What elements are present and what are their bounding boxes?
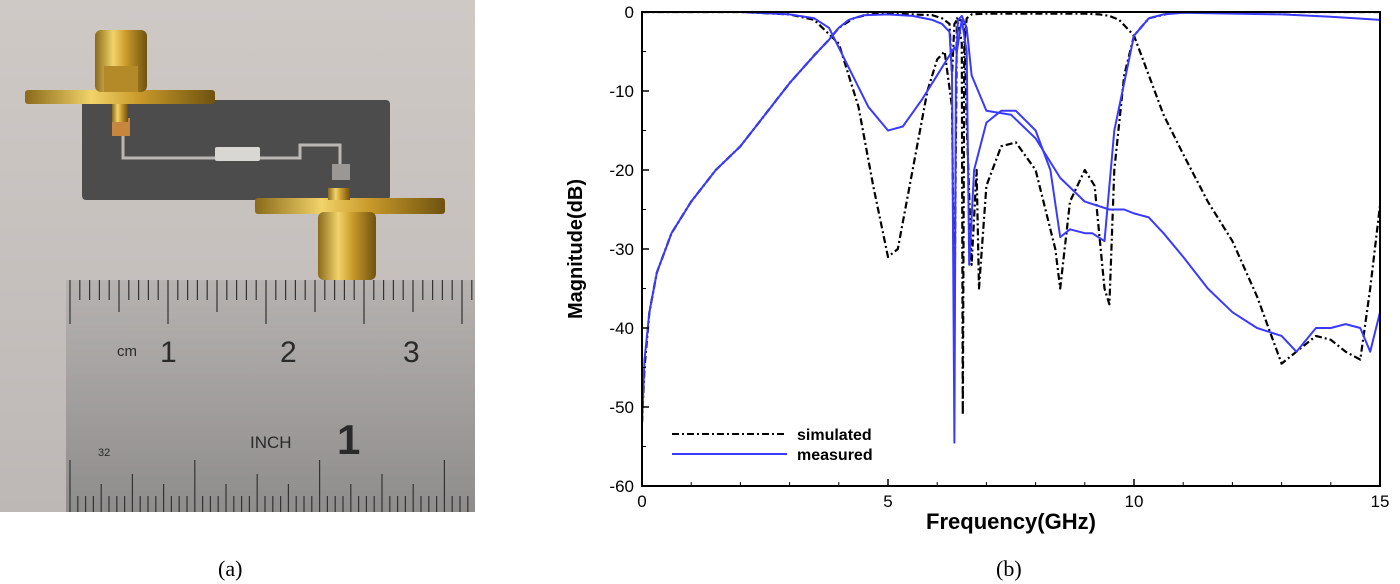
ruler-cm-3: 3 — [403, 336, 420, 369]
y-tick-label: -20 — [609, 161, 634, 180]
x-axis-label: Frequency(GHz) — [926, 509, 1096, 534]
y-tick-label: 0 — [625, 3, 634, 22]
measured-s21-line — [642, 13, 1380, 444]
x-tick-label: 0 — [637, 492, 646, 511]
caption-a: (a) — [218, 556, 243, 581]
pcb-substrate — [82, 100, 390, 200]
legend-label-simulated: simulated — [797, 427, 872, 444]
legend-label-measured: measured — [797, 447, 873, 464]
y-tick-label: -30 — [609, 240, 634, 259]
device-photo: cm 1 2 3 INCH 1 32 — [0, 0, 475, 512]
chart-svg: 0 5 10 15 0 -10 -20 -30 -40 -50 -60 Frequency(GHz)… — [565, 3, 1390, 534]
ruler-inch-1: 1 — [337, 416, 360, 463]
ruler-unit-cm: cm — [117, 343, 137, 360]
y-tick-label: -50 — [609, 398, 634, 417]
measured-s11-line — [642, 12, 1380, 266]
sma-connector-top — [25, 30, 215, 122]
caption-b: (b) — [996, 556, 1022, 581]
y-tick-label: -10 — [609, 82, 634, 101]
y-tick-label: -40 — [609, 319, 634, 338]
ruler-cm-1: 1 — [160, 336, 177, 369]
plot-frame — [641, 11, 1381, 487]
device-photo-illustration: cm 1 2 3 INCH 1 32 — [0, 0, 475, 512]
ruler-cm-2: 2 — [280, 336, 297, 369]
legend: simulated measured — [672, 427, 873, 464]
ruler-unit-inch: INCH — [250, 433, 292, 452]
y-tick-label: -60 — [609, 477, 634, 496]
y-axis-label: Magnitude(dB) — [565, 179, 587, 319]
simulated-s11-line — [642, 12, 1380, 330]
ruler: cm 1 2 3 INCH 1 32 — [66, 280, 475, 512]
ruler-small-number: 32 — [98, 447, 110, 459]
simulated-s21-line — [642, 12, 1380, 423]
frequency-response-chart: 0 5 10 15 0 -10 -20 -30 -40 -50 -60 Frequency(GHz)… — [560, 0, 1400, 540]
sma-connector-bottom — [255, 188, 445, 280]
x-tick-label: 5 — [883, 492, 892, 511]
x-tick-label: 15 — [1371, 492, 1390, 511]
x-tick-label: 10 — [1125, 492, 1144, 511]
